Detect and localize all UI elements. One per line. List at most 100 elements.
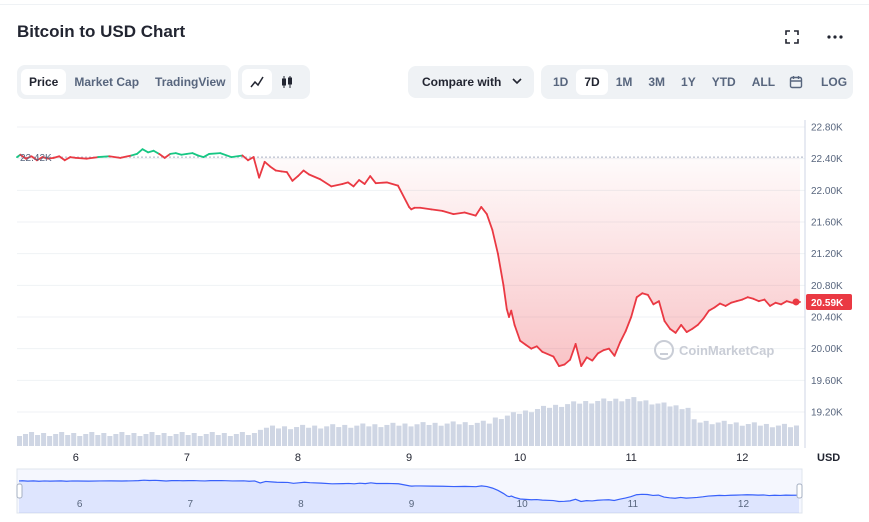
price-line-segment: [713, 302, 721, 309]
volume-bar: [294, 427, 300, 446]
volume-bar: [300, 424, 306, 446]
volume-bar: [787, 427, 793, 446]
x-tick-label: 8: [295, 452, 301, 464]
price-line-segment: [58, 155, 66, 162]
tab-market-cap[interactable]: Market Cap: [74, 75, 140, 89]
navigator-right-handle[interactable]: [796, 483, 803, 499]
price-line-segment: [752, 297, 760, 303]
volume-bar: [342, 424, 348, 446]
price-line-segment: [180, 153, 188, 156]
volume-bar: [221, 433, 227, 446]
price-line-segment: [680, 324, 688, 333]
volume-bar: [703, 420, 709, 446]
price-line-segment: [352, 179, 360, 188]
volume-bar: [498, 419, 504, 446]
volume-bar: [763, 423, 769, 446]
price-line-segment: [480, 206, 488, 215]
compare-with-dropdown[interactable]: Compare with: [408, 66, 534, 98]
volume-bar: [402, 423, 408, 446]
price-line-segment: [74, 156, 88, 160]
volume-bar: [215, 435, 221, 446]
price-line-segment: [347, 181, 355, 188]
volume-bar: [53, 434, 59, 446]
volume-bar: [757, 425, 763, 446]
volume-bar: [107, 436, 113, 446]
volume-bar: [330, 424, 336, 446]
view-tabs: Price Market Cap TradingView: [17, 65, 231, 99]
price-line-segment: [419, 206, 433, 211]
price-line-segment: [497, 252, 505, 287]
range-1y[interactable]: 1Y: [681, 75, 696, 89]
price-line-segment: [330, 183, 344, 188]
page-title: Bitcoin to USD Chart: [17, 22, 186, 41]
price-line-segment: [363, 175, 372, 185]
range-3m[interactable]: 3M: [648, 75, 666, 89]
price-line-segment: [630, 296, 638, 318]
log-toggle[interactable]: LOG: [821, 75, 848, 89]
price-line-segment: [746, 296, 755, 300]
price-line-segment: [158, 153, 166, 159]
volume-bar: [245, 435, 251, 446]
volume-bar: [510, 412, 516, 446]
volume-bar: [637, 401, 643, 446]
price-line-segment: [385, 181, 399, 187]
volume-bar: [282, 426, 288, 446]
volume-bar: [667, 406, 673, 446]
current-price-badge: [806, 293, 852, 310]
volume-bar: [601, 398, 607, 446]
volume-bar: [312, 425, 318, 446]
price-line-segment: [574, 343, 583, 367]
coinmarketcap-logo-icon: [654, 340, 674, 360]
candlestick-icon[interactable]: [272, 69, 302, 95]
price-line-segment: [669, 327, 677, 334]
price-line-segment: [269, 165, 277, 172]
range-7d[interactable]: 7D: [576, 69, 608, 95]
tab-tradingview[interactable]: TradingView: [155, 75, 226, 89]
price-line-segment: [652, 300, 660, 306]
expand-icon[interactable]: [781, 26, 803, 48]
price-line-segment: [558, 363, 566, 367]
price-line-segment: [441, 210, 455, 215]
price-line-segment: [119, 154, 133, 159]
price-line-segment: [685, 327, 694, 333]
watermark: CoinMarketCap: [654, 340, 774, 360]
range-1d[interactable]: 1D: [553, 75, 569, 89]
volume-bar: [547, 407, 553, 446]
volume-bar: [336, 427, 342, 446]
range-tabs: 1D 7D 1M 3M 1Y YTD ALL LOG: [541, 65, 853, 99]
navigator-left-handle[interactable]: [16, 483, 23, 499]
volume-bar: [29, 432, 35, 446]
volume-bar: [727, 424, 733, 446]
calendar-icon[interactable]: [783, 69, 809, 95]
price-line-segment: [252, 156, 261, 179]
price-line-segment: [152, 149, 161, 155]
volume-bar: [516, 413, 522, 446]
volume-bar: [263, 427, 269, 446]
navigator-line: [18, 479, 800, 503]
volume-bar: [541, 405, 547, 446]
price-line-segment: [274, 169, 283, 173]
volume-bar: [101, 433, 107, 446]
price-line-segment: [624, 316, 633, 333]
volume-bar: [77, 436, 83, 446]
range-all[interactable]: ALL: [751, 75, 776, 89]
volume-bar: [83, 434, 89, 446]
volume-bar: [360, 423, 366, 446]
range-1m[interactable]: 1M: [615, 75, 633, 89]
volume-bar: [456, 424, 462, 446]
line-chart-icon[interactable]: [242, 69, 272, 95]
price-line-segment: [596, 349, 605, 355]
navigator-frame[interactable]: [16, 468, 803, 514]
more-dots-icon[interactable]: [824, 26, 846, 48]
volume-bar: [35, 435, 41, 446]
volume-bar: [631, 397, 637, 446]
price-line-segment: [691, 324, 699, 330]
navigator-tick-label: 11: [628, 499, 639, 510]
price-line-segment: [774, 301, 783, 306]
volume-bar: [565, 404, 571, 446]
volume-bar: [528, 412, 534, 446]
tab-price[interactable]: Price: [21, 69, 67, 95]
range-ytd[interactable]: YTD: [711, 75, 736, 89]
volume-bar: [480, 420, 486, 446]
